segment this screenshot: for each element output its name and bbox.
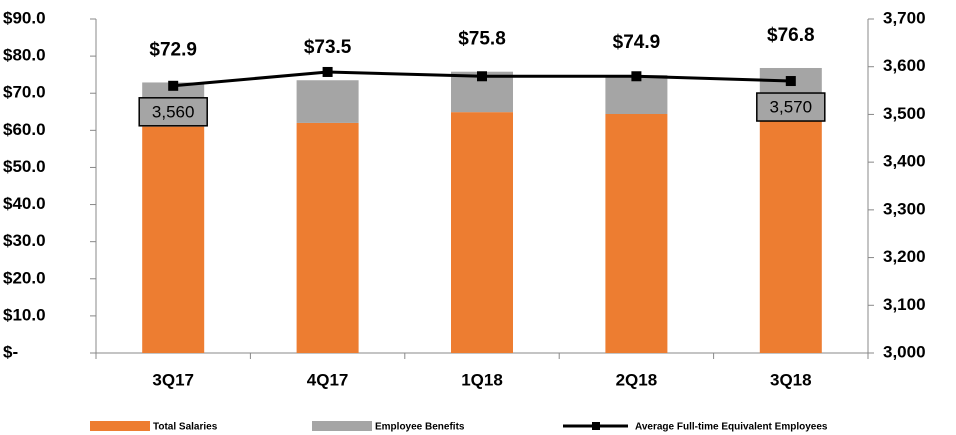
- y2-tick-label: 3,100: [883, 295, 926, 314]
- y-tick-label: $40.0: [3, 194, 46, 213]
- y-tick-label: $80.0: [3, 46, 46, 65]
- x-tick-label: 3Q18: [770, 370, 812, 389]
- bar-segment: [451, 112, 513, 353]
- y2-tick-label: 3,500: [883, 104, 926, 123]
- x-tick-label: 1Q18: [461, 370, 503, 389]
- y-tick-label: $10.0: [3, 305, 46, 324]
- line-marker: [477, 71, 487, 82]
- y-tick-label: $-: [3, 342, 18, 361]
- y2-tick-label: 3,300: [883, 199, 926, 218]
- bar-segment: [296, 122, 359, 354]
- y-tick-label: $20.0: [3, 268, 46, 287]
- legend-label: Total Salaries: [153, 422, 218, 433]
- bar-segment: [142, 126, 205, 353]
- y-tick-label: $50.0: [3, 157, 46, 176]
- line-value-label: 3,570: [770, 98, 813, 117]
- legend-swatch: [90, 421, 150, 431]
- line-marker: [168, 80, 179, 91]
- legend-marker: [592, 422, 600, 430]
- line-marker: [322, 66, 333, 77]
- y2-tick-label: 3,200: [883, 247, 926, 266]
- bar-segment: [605, 75, 668, 115]
- line-value-label: 3,560: [152, 102, 195, 121]
- total-label: $74.9: [613, 32, 661, 53]
- y-tick-label: $60.0: [3, 120, 46, 139]
- legend-label: Employee Benefits: [375, 422, 465, 433]
- y2-tick-label: 3,000: [883, 342, 926, 361]
- y2-tick-label: 3,600: [883, 56, 926, 75]
- total-label: $75.8: [458, 29, 506, 50]
- legend-swatch: [312, 421, 372, 431]
- x-tick-label: 3Q17: [152, 370, 194, 389]
- y-tick-label: $70.0: [3, 83, 46, 102]
- label-box: [138, 97, 208, 127]
- bar-segment: [605, 114, 668, 353]
- total-label: $72.9: [149, 39, 197, 60]
- total-label: $73.5: [304, 37, 352, 58]
- bar-segment: [296, 80, 359, 123]
- x-tick-label: 2Q18: [616, 370, 658, 389]
- y2-tick-label: 3,700: [883, 8, 926, 27]
- x-tick-label: 4Q17: [307, 370, 349, 389]
- y-tick-label: $30.0: [3, 231, 46, 250]
- y2-tick-label: 3,400: [883, 152, 926, 171]
- line-marker: [631, 71, 642, 82]
- total-label: $76.8: [767, 25, 815, 46]
- y-tick-label: $90.0: [3, 8, 46, 27]
- line-marker: [785, 76, 796, 87]
- legend-label: Average Full-time Equivalent Employees: [635, 422, 828, 433]
- label-box: [756, 92, 826, 122]
- bar-segment: [759, 109, 822, 353]
